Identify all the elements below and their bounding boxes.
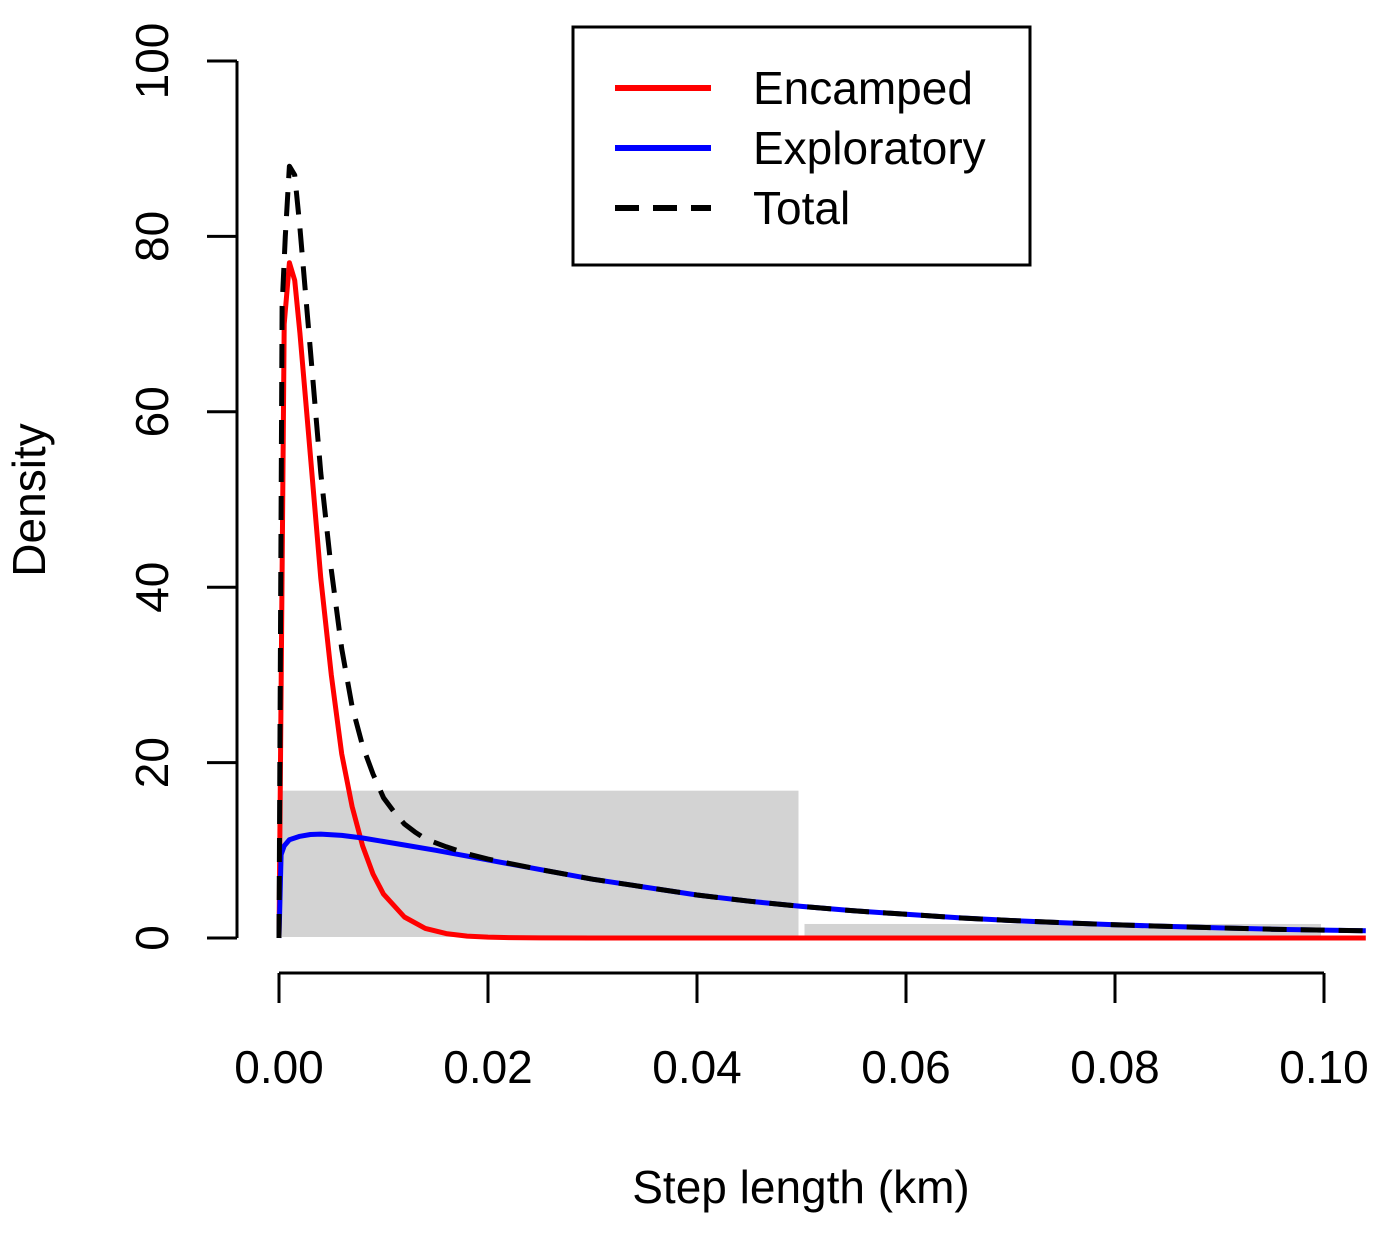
x-tick-label: 0.04 xyxy=(652,1041,742,1093)
series-line-total xyxy=(276,163,1366,939)
y-axis-title: Density xyxy=(3,423,55,576)
y-tick-label: 80 xyxy=(126,211,178,262)
histogram xyxy=(282,790,1321,937)
legend-label-exploratory: Exploratory xyxy=(753,122,986,174)
y-tick-label: 100 xyxy=(126,23,178,100)
x-tick-label: 0.06 xyxy=(861,1041,951,1093)
legend-label-encamped: Encamped xyxy=(753,62,973,114)
y-tick-label: 20 xyxy=(126,737,178,788)
x-tick-label: 0.10 xyxy=(1279,1041,1369,1093)
series-lines xyxy=(276,163,1366,941)
y-tick-label: 0 xyxy=(126,925,178,951)
x-tick-label: 0.08 xyxy=(1070,1041,1160,1093)
legend: Encamped Exploratory Total xyxy=(571,25,1032,267)
x-tick-label: 0.02 xyxy=(443,1041,533,1093)
legend-label-total: Total xyxy=(753,182,850,234)
histogram-bar xyxy=(282,790,799,937)
x-axis-title: Step length (km) xyxy=(632,1161,969,1213)
y-tick-label: 40 xyxy=(126,562,178,613)
x-tick-label: 0.00 xyxy=(234,1041,324,1093)
y-tick-label: 60 xyxy=(126,386,178,437)
series-line-encamped xyxy=(276,260,1366,941)
axes: 0 20 40 60 80 100 0.00 0.02 0.04 0.06 0.08 0.10 xyxy=(126,23,1369,1093)
